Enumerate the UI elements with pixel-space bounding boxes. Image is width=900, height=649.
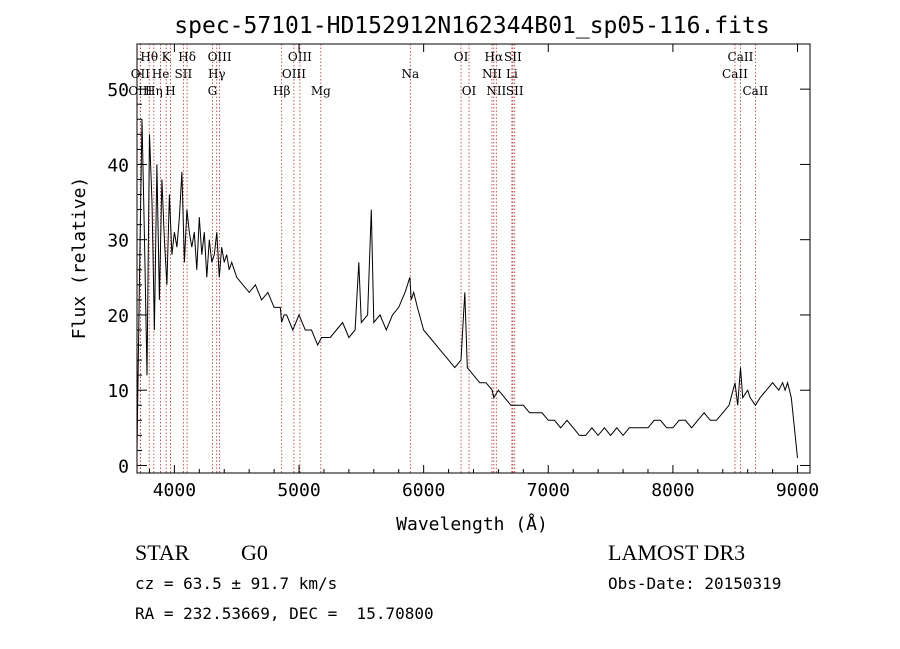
y-axis-label: Flux (relative)	[69, 177, 90, 340]
spectral-line-label: He	[152, 67, 170, 81]
spectral-line-markers	[139, 44, 756, 473]
spectral-line-label: OI	[454, 50, 469, 64]
spectral-line-label: H	[165, 84, 175, 98]
spectral-line-label: Hγ	[208, 67, 226, 81]
spectral-line-label: CaII	[728, 50, 754, 64]
y-tick-label: 0	[118, 456, 129, 477]
coordinates: RA = 232.53669, DEC = 15.70800	[135, 604, 434, 623]
spectral-line-label: K	[162, 50, 172, 64]
observation-date: Obs-Date: 20150319	[608, 574, 782, 593]
y-tick-label: 40	[107, 155, 129, 176]
spectral-line-label: Hδ	[178, 50, 196, 64]
survey-name: LAMOST DR3	[608, 540, 746, 565]
spectral-line-label: NII	[486, 84, 506, 98]
redshift-value: cz = 63.5 ± 91.7 km/s	[135, 574, 338, 593]
object-class: STAR	[135, 540, 190, 565]
object-subclass: G0	[241, 540, 268, 565]
plot-frame	[136, 43, 811, 474]
x-tick-label: 4000	[153, 480, 196, 501]
y-tick-label: 20	[107, 306, 129, 327]
y-tick-label: 30	[107, 231, 129, 252]
spectral-line-label: CaII	[742, 84, 768, 98]
spectral-line-label: OIII	[208, 50, 232, 64]
spectrum-line	[136, 119, 798, 458]
spectral-line-label: Mg	[311, 84, 331, 98]
spectral-line-label: SII	[504, 50, 522, 64]
spectral-line-label: Hη	[145, 84, 163, 98]
spectral-line-label: OIII	[288, 50, 312, 64]
spectral-line-label: OI	[462, 84, 477, 98]
spectral-line-label: CaII	[722, 67, 748, 81]
y-axis: 0 10 20 30 40 50	[107, 58, 810, 477]
spectral-line-label: G	[208, 84, 218, 98]
chart-title: spec-57101-HD152912N162344B01_sp05-116.f…	[174, 13, 769, 39]
spectral-line-label: Hβ	[273, 84, 290, 98]
y-tick-label: 50	[107, 80, 129, 101]
x-tick-label: 9000	[776, 480, 819, 501]
x-tick-label: 6000	[402, 480, 445, 501]
x-tick-label: 5000	[277, 480, 320, 501]
spectral-line-label: SII	[506, 84, 524, 98]
y-tick-label: 10	[107, 381, 129, 402]
spectral-line-label: OIII	[128, 84, 152, 98]
spectral-line-label: Hα	[485, 50, 504, 64]
x-axis-label: Wavelength (Å)	[396, 513, 548, 535]
spectral-line-label: Li	[506, 67, 518, 81]
spectral-line-label: NII	[482, 67, 502, 81]
spectral-line-label: OIII	[282, 67, 306, 81]
spectral-line-label: SII	[175, 67, 193, 81]
spectral-line-label: Hθ	[140, 50, 158, 64]
x-axis: 4000 5000 6000 7000 8000 9000	[148, 44, 819, 501]
spectral-line-label: Na	[401, 67, 419, 81]
x-tick-label: 8000	[651, 480, 694, 501]
x-tick-label: 7000	[527, 480, 570, 501]
